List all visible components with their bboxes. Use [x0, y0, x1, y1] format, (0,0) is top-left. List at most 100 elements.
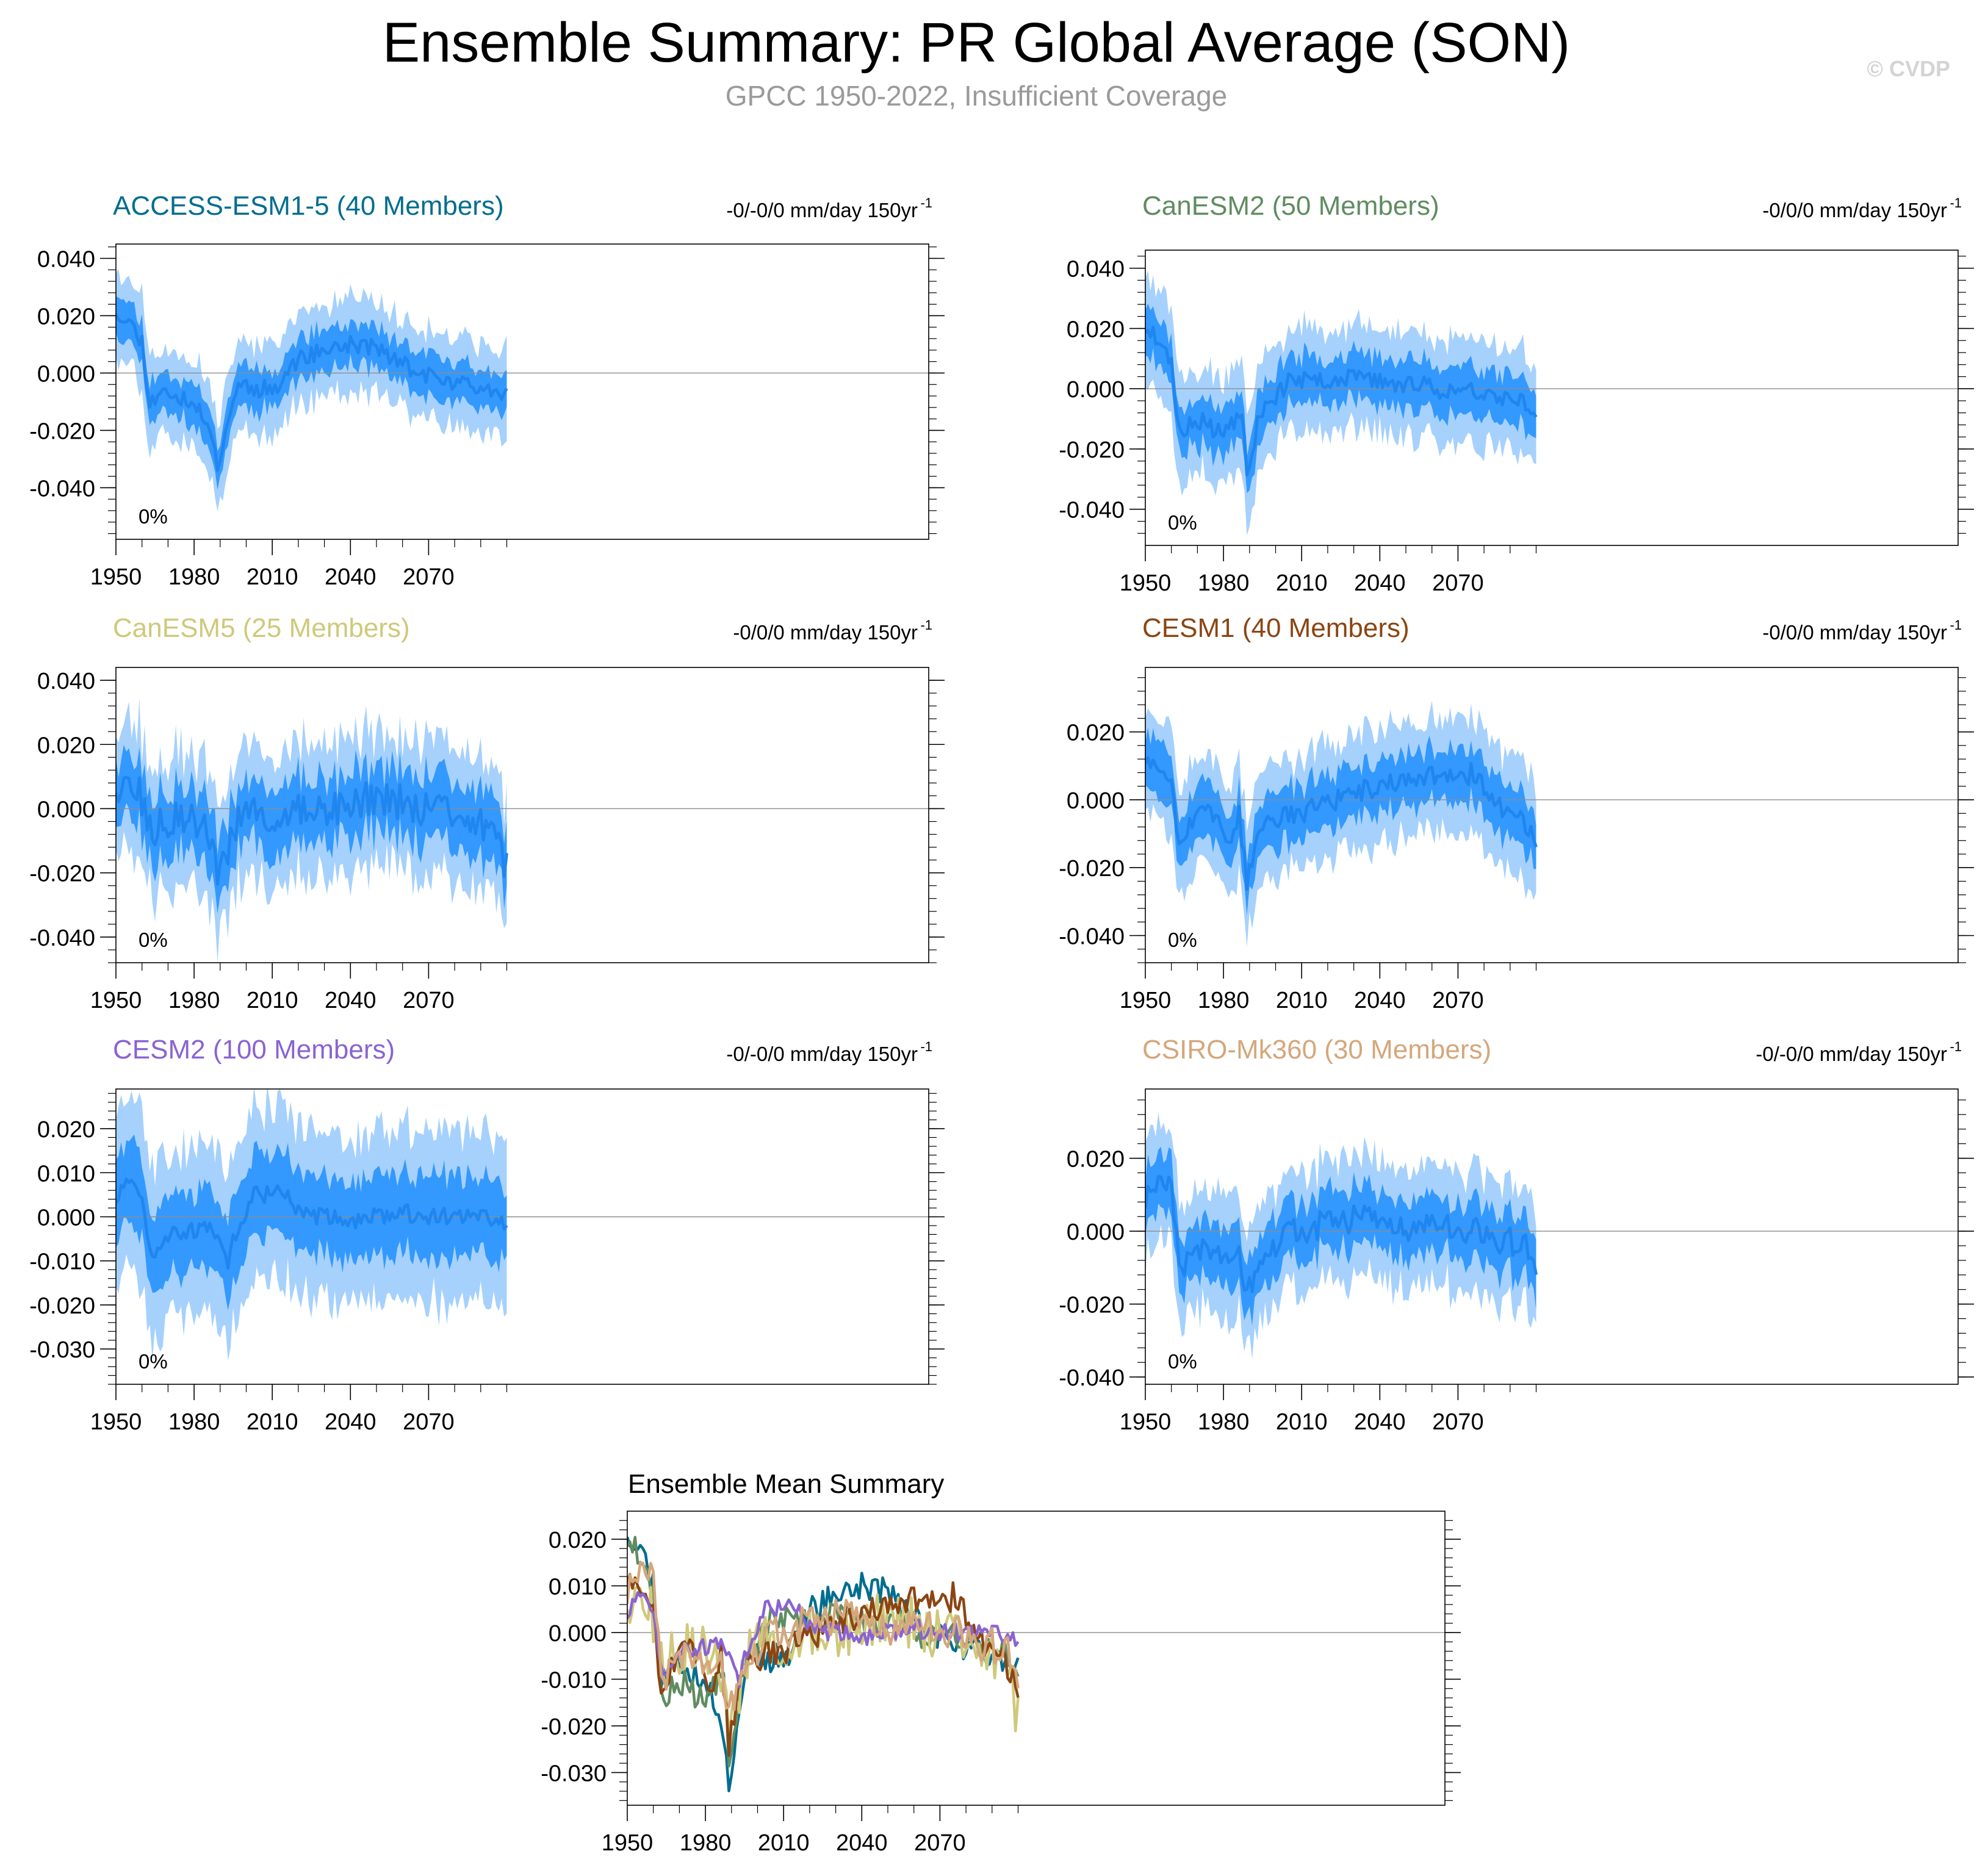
percent-label: 0%: [139, 929, 168, 951]
summary-marks: [627, 1536, 1445, 1792]
panel-title: CSIRO-Mk360 (30 Members): [1142, 1035, 1491, 1065]
trend-label: -0/-0/0 mm/day 150yr: [726, 199, 918, 221]
panel-access-esm1-5-ytick-label: -0.020: [29, 419, 95, 444]
panel-cesm2-ytick-label: 0.010: [37, 1161, 95, 1187]
summary-xtick-label: 1950: [602, 1830, 654, 1856]
panel-canesm2-ytick-label: -0.040: [1059, 498, 1125, 523]
panel-access-esm1-5-ytick-label: 0.040: [37, 246, 95, 272]
ensemble-mean-line: [116, 314, 508, 472]
panel-cesm1-xtick-label: 2010: [1276, 988, 1328, 1013]
summary-line-cesm1: [627, 1573, 1020, 1757]
panel-access-esm1-5-marks: [116, 268, 929, 512]
panel-cesm2-xtick-label: 2040: [325, 1409, 376, 1435]
panel-csiro-mk360-xtick-label: 1950: [1120, 1409, 1172, 1435]
panel-cesm1-ytick-label: 0.020: [1067, 721, 1125, 746]
panel-canesm2-xtick-label: 2070: [1432, 570, 1484, 596]
panel-csiro-mk360-marks: [1145, 1112, 1958, 1359]
panel-cesm2-frame: [115, 1088, 929, 1385]
panel-access-esm1-5-ytick-label: -0.040: [29, 476, 95, 501]
percent-label: 0%: [1168, 929, 1197, 951]
trend-exponent: -1: [1950, 1039, 1962, 1054]
panel-cesm2-xtick-label: 2010: [247, 1409, 298, 1435]
summary-xtick-label: 1980: [680, 1830, 732, 1856]
panel-access-esm1-5-ytick-label: 0.020: [37, 304, 95, 329]
panel-cesm2-xtick-label: 1950: [90, 1409, 142, 1435]
summary-xtick-label: 2010: [758, 1830, 810, 1856]
panel-canesm2-ytick-label: 0.000: [1067, 377, 1125, 403]
percent-label: 0%: [1168, 511, 1197, 534]
panel-canesm5-ytick-label: 0.000: [37, 797, 95, 822]
panel-canesm5-marks: [116, 698, 929, 963]
panel-canesm5-xtick-label: 1950: [90, 988, 142, 1013]
summary-xtick-label: 2070: [914, 1830, 966, 1856]
panel-cesm1: 0.020 0.000 -0.020 -0.040 1950 1980 2010 2040 20…: [1059, 613, 1974, 1013]
panel-cesm2-xtick-label: 2070: [403, 1409, 455, 1435]
panel-cesm1-marks: [1145, 700, 1958, 947]
panel-cesm2-ytick-label: 0.020: [37, 1117, 95, 1143]
panel-cesm1-xtick-label: 1980: [1198, 988, 1250, 1013]
ensemble-mean-line: [116, 1177, 508, 1270]
figure-title: Ensemble Summary: PR Global Average (SON…: [382, 12, 1571, 74]
summary-ytick-label: 0.000: [549, 1621, 607, 1647]
panel-canesm2-ytick-label: -0.020: [1059, 437, 1125, 463]
copyright-label: © CVDP: [1867, 56, 1950, 81]
panel-canesm5: 0.040 0.020 0.000 -0.020 -0.040 1950 1980 2010 2…: [29, 613, 945, 1013]
inner-spread-band: [1145, 303, 1536, 494]
figure-subtitle: GPCC 1950-2022, Insufficient Coverage: [725, 80, 1228, 112]
panel-cesm2-ytick-label: -0.010: [29, 1249, 95, 1275]
trend-label: -0/-0/0 mm/day 150yr: [1756, 1043, 1947, 1065]
panel-cesm1-ytick-label: -0.020: [1059, 856, 1125, 882]
summary-ytick-label: -0.020: [541, 1714, 607, 1740]
panel-csiro-mk360-frame: [1145, 1088, 1959, 1385]
panel-canesm5-xtick-label: 1980: [168, 988, 220, 1013]
panel-access-esm1-5-xtick-label: 2070: [403, 564, 455, 590]
panel-canesm2-frame: [1145, 250, 1959, 546]
panel-access-esm1-5-xtick-label: 2010: [247, 564, 298, 590]
panel-canesm2-ytick-label: 0.040: [1067, 257, 1125, 282]
panel-cesm1-frame: [1145, 667, 1959, 963]
trend-label: -0/0/0 mm/day 150yr: [733, 621, 918, 644]
panel-access-esm1-5: 0.040 0.020 0.000 -0.020 -0.040 1950 1980 2010 2…: [29, 191, 945, 590]
panel-title: ACCESS-ESM1-5 (40 Members): [113, 191, 504, 221]
panel-access-esm1-5-xtick-label: 1950: [90, 564, 142, 590]
panel-csiro-mk360-ytick-label: -0.040: [1059, 1365, 1125, 1391]
ensemble-mean-line: [1145, 1175, 1538, 1293]
panel-ensemble-mean-summary: 0.020 0.010 0.000 -0.010 -0.020 -0.030 1950 198…: [541, 1469, 1461, 1856]
panel-cesm2-marks: [116, 1089, 929, 1361]
panel-title: CESM1 (40 Members): [1142, 613, 1410, 643]
panel-cesm2-xtick-label: 1980: [168, 1409, 220, 1435]
panel-cesm2-ytick-label: -0.020: [29, 1293, 95, 1319]
ensemble-mean-line: [1145, 756, 1538, 891]
trend-exponent: -1: [920, 1039, 932, 1054]
trend-label: -0/0/0 mm/day 150yr: [1762, 621, 1947, 644]
panel-canesm2-xtick-label: 2040: [1354, 570, 1406, 596]
inner-spread-band: [1145, 727, 1536, 916]
panel-csiro-mk360-ytick-label: -0.020: [1059, 1293, 1125, 1318]
trend-label: -0/0/0 mm/day 150yr: [1762, 199, 1947, 221]
panel-access-esm1-5-ytick-label: 0.000: [37, 361, 95, 387]
summary-line-canesm5: [627, 1586, 1020, 1744]
panel-cesm1-ytick-label: 0.000: [1067, 788, 1125, 814]
summary-line-csiro-mk360: [627, 1561, 1020, 1712]
inner-spread-band: [116, 1134, 507, 1310]
panel-cesm1-xtick-label: 1950: [1120, 988, 1172, 1013]
panel-access-esm1-5-xtick-label: 2040: [325, 564, 376, 590]
panel-canesm2: 0.040 0.020 0.000 -0.020 -0.040 1950 1980 2010 2…: [1059, 191, 1974, 596]
panel-canesm5-ytick-label: 0.040: [37, 669, 95, 694]
summary-ytick-label: -0.010: [541, 1667, 607, 1693]
panel-cesm2-ytick-label: -0.030: [29, 1337, 95, 1363]
trend-label: -0/-0/0 mm/day 150yr: [726, 1043, 918, 1065]
panel-title: CESM2 (100 Members): [113, 1035, 395, 1065]
panel-canesm5-frame: [115, 667, 929, 963]
percent-label: 0%: [139, 1350, 168, 1373]
panel-cesm2: 0.020 0.010 0.000 -0.010 -0.020 -0.030 1950 198…: [29, 1035, 945, 1435]
trend-exponent: -1: [920, 617, 932, 633]
summary-xtick-label: 2040: [836, 1830, 888, 1856]
panel-csiro-mk360-ytick-label: 0.020: [1067, 1147, 1125, 1173]
panel-csiro-mk360-xtick-label: 2040: [1354, 1409, 1406, 1435]
panel-canesm2-xtick-label: 1980: [1198, 570, 1250, 596]
panel-title: CanESM5 (25 Members): [113, 613, 410, 643]
trend-exponent: -1: [1950, 195, 1962, 210]
percent-label: 0%: [139, 505, 168, 528]
